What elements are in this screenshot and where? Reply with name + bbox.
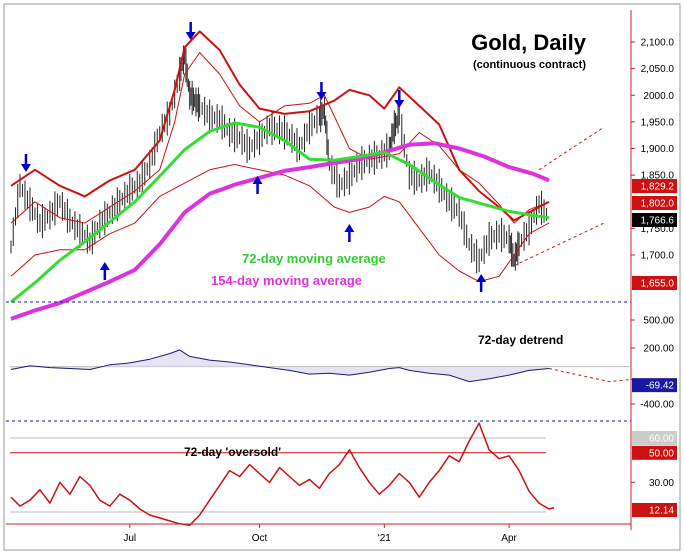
price-badge-0-bg	[632, 179, 677, 193]
arrow-up-0-head	[99, 262, 110, 270]
price-badge-0-text: 1,829.2	[641, 182, 675, 193]
price-tick-0-label: 2,100.0	[641, 38, 675, 49]
price-tick-1-label: 2,050.0	[641, 64, 675, 75]
chart-title: Gold, Daily	[471, 30, 587, 55]
oversold-label: 72-day 'oversold'	[184, 445, 281, 459]
price-tick-3-label: 1,950.0	[641, 117, 675, 128]
arrow-down-0-head	[20, 164, 31, 172]
projection-upper-line	[538, 126, 605, 171]
arrow-up-1	[252, 176, 263, 194]
arrow-down-2	[316, 82, 327, 100]
detrend-tick-1-label: 200.00	[643, 344, 674, 355]
envelope-upper-line	[10, 30, 550, 222]
oversold-tick-0-label: 30.00	[649, 478, 674, 489]
detrend-tick-2-label: -400.00	[640, 400, 674, 411]
oversold-badge-2-text: 12.14	[649, 506, 674, 517]
chart-border	[3, 3, 681, 551]
price-tick-7-label: 1,700.0	[641, 251, 675, 262]
arrow-up-0	[99, 262, 110, 280]
oversold-badge-1: 50.00	[632, 445, 677, 460]
detrend-area	[11, 349, 549, 382]
detrend-badge-0-bg	[632, 378, 677, 393]
x-axis: Jul Oct '21 Apr	[6, 523, 631, 544]
envelope-inner-line	[10, 52, 550, 224]
price-tick-4-label: 1,900.0	[641, 144, 675, 155]
arrow-up-2	[344, 224, 355, 242]
detrend-badge-0: -69.42	[632, 378, 677, 393]
ma154-line	[10, 141, 550, 321]
chart-subtitle: (continuous contract)	[473, 59, 586, 71]
detrend-badge-0-text: -69.42	[646, 381, 675, 392]
ma154-annotation: 154-day moving average	[211, 273, 362, 288]
price-badge-1-bg	[632, 196, 677, 210]
arrow-down-1	[185, 22, 196, 40]
oversold-badge-2: 12.14	[632, 503, 677, 517]
price-badge-3-text: 1,655.0	[641, 279, 675, 290]
price-tick-2-label: 2000.0	[643, 91, 674, 102]
arrow-down-2-head	[316, 92, 327, 100]
arrow-up-3	[476, 274, 487, 292]
price-badge-0: 1,829.2	[632, 179, 677, 193]
oversold-badge-1-bg	[632, 445, 677, 460]
oversold-badge-0: 60.00	[632, 431, 677, 445]
price-tick-6-label: 1,750.0	[641, 224, 675, 235]
price-badge-1-text: 1,802.0	[641, 199, 675, 210]
arrow-up-2-head	[344, 224, 355, 232]
x-tick-2-label: '21	[378, 533, 391, 544]
ma72-line	[10, 121, 550, 304]
price-badge-2: 1,766.6	[632, 213, 677, 227]
price-bars	[10, 45, 548, 274]
projection-lower-line	[513, 222, 605, 267]
price-badge-3: 1,655.0	[632, 276, 677, 290]
detrend-line	[10, 349, 550, 383]
price-badge-2-bg	[632, 213, 677, 227]
arrow-down-0	[20, 154, 31, 172]
oversold-badge-2-bg	[632, 503, 677, 517]
oversold-badge-1-text: 50.00	[649, 448, 674, 459]
price-tick-5-label: 1,850.0	[641, 171, 675, 182]
arrow-down-3-head	[394, 100, 405, 108]
price-panel: 2,100.0 2,050.0 2000.0 1,950.0 1,900.0 1,850.…	[6, 22, 677, 321]
arrow-down-1-head	[185, 32, 196, 40]
arrow-down-3	[394, 90, 405, 108]
x-tick-3-label: Apr	[501, 533, 517, 544]
x-tick-1-label: Oct	[252, 533, 268, 544]
detrend-panel: 500.00 200.00 -400.00 -69.42	[6, 316, 677, 422]
arrow-up-3-head	[476, 274, 487, 282]
oversold-badge-0-bg	[632, 431, 677, 445]
detrend-tick-0-label: 500.00	[643, 316, 674, 327]
detrend-projection-line	[548, 368, 639, 383]
arrow-up-1-head	[252, 176, 263, 184]
price-badge-3-bg	[632, 276, 677, 290]
price-badge-2-text: 1,766.6	[641, 216, 675, 227]
x-tick-0-label: Jul	[123, 533, 136, 544]
oversold-badge-0-text: 60.00	[649, 434, 674, 445]
oversold-panel: 30.00 60.00 50.00 12.14	[10, 422, 677, 527]
detrend-label: 72-day detrend	[478, 333, 563, 347]
envelope-lower-line	[10, 164, 550, 283]
price-badge-1: 1,802.0	[632, 196, 677, 210]
oversold-line	[10, 422, 555, 527]
ma72-annotation: 72-day moving average	[242, 251, 386, 266]
